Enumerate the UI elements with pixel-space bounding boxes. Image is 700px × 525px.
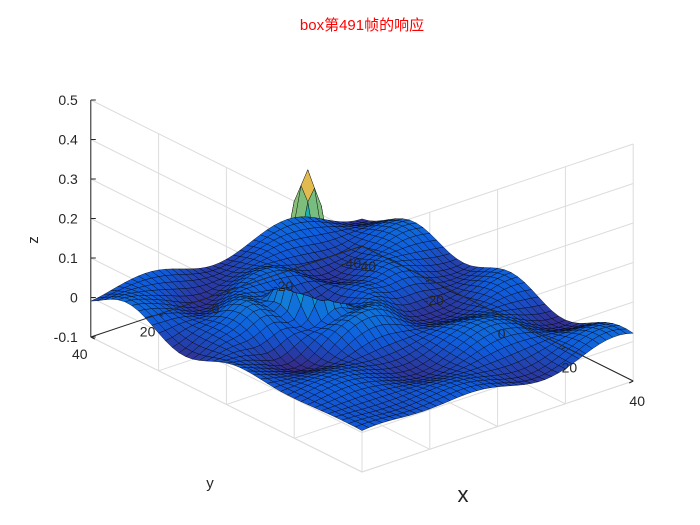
y-tick-mark [293, 268, 299, 272]
y-tick-label: -20 [273, 278, 293, 294]
z-tick-label: 0 [70, 290, 78, 306]
tick-labels: -40-2002040-40-2002040-0.100.10.20.30.40… [54, 92, 646, 409]
axes-lines [90, 99, 634, 384]
x-tick-label: 40 [629, 393, 645, 409]
x-tick-mark [425, 279, 431, 283]
z-tick-label: 0.4 [58, 132, 78, 148]
z-tick-label: -0.1 [54, 329, 78, 345]
z-tick-label: 0.3 [58, 171, 78, 187]
wall-gridline [361, 380, 634, 473]
chart-title: box第491帧的响应 [300, 16, 424, 34]
x-axis-label: x [458, 482, 469, 507]
y-tick-mark [361, 245, 367, 249]
y-tick-mark [226, 291, 231, 294]
y-tick-label: 20 [140, 323, 156, 339]
y-tick-label: 0 [212, 301, 220, 317]
x-tick-mark [493, 313, 498, 316]
x-tick-mark [561, 346, 566, 350]
z-tick-label: 0.2 [58, 211, 78, 227]
z-tick-label: 0.5 [58, 92, 78, 108]
x-tick-mark [628, 380, 634, 384]
y-tick-label: -40 [341, 255, 361, 271]
wall-gridline [90, 297, 363, 433]
x-tick-label: 20 [562, 359, 578, 375]
surface-patch [354, 218, 370, 223]
x-tick-label: 0 [498, 326, 506, 342]
y-tick-label: 40 [72, 346, 88, 362]
x-tick-label: -20 [424, 292, 444, 308]
x-tick-mark [357, 245, 363, 249]
x-tick-label: -40 [356, 258, 376, 274]
z-tick-label: 0.1 [58, 250, 78, 266]
wall-gridline [90, 336, 363, 473]
y-axis-label: y [206, 475, 214, 492]
z-axis-label: z [25, 236, 42, 244]
y-tick-mark [158, 313, 163, 317]
surface-mesh [90, 169, 634, 431]
